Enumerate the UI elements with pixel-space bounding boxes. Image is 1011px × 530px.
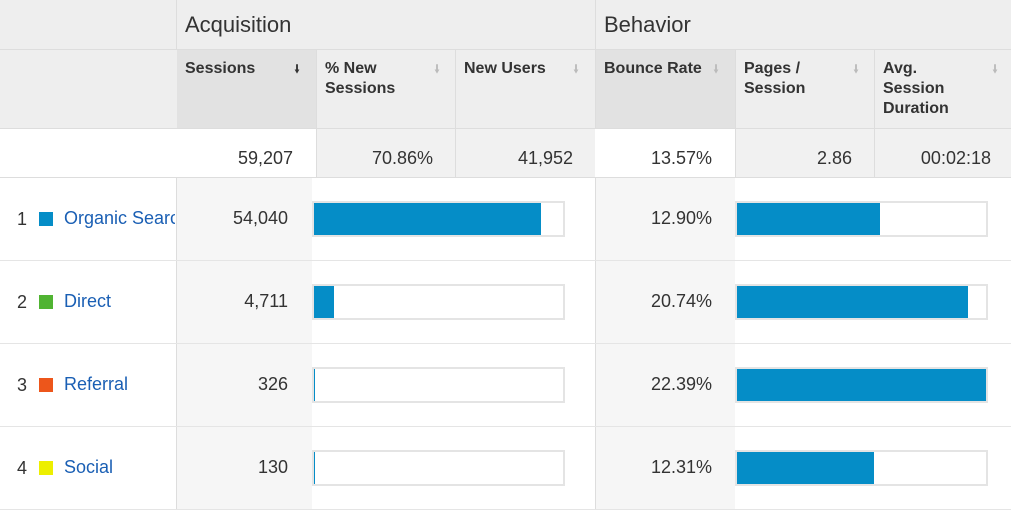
bounce-rate-cell	[596, 344, 735, 426]
sessions-bar	[312, 367, 565, 403]
bounce-rate-cell	[596, 261, 735, 343]
divider	[735, 129, 736, 177]
divider	[455, 129, 456, 177]
divider	[176, 261, 177, 343]
sessions-bar	[312, 284, 565, 320]
column-label-bounce-rate: Bounce Rate	[604, 60, 702, 77]
table-row	[0, 261, 1011, 344]
total-bounce-rate: 13.57%	[650, 148, 712, 168]
group-header-row	[0, 0, 1011, 50]
column-header-row	[0, 50, 1011, 128]
bounce-rate-value: 12.31%	[650, 457, 712, 477]
column-label-pct-new-sessions: % New Sessions	[325, 60, 396, 97]
arrow-down-icon[interactable]: 🠛	[294, 62, 301, 76]
sessions-bar-fill	[314, 203, 542, 235]
group-title-behavior: Behavior	[604, 12, 691, 37]
bounce-rate-bar	[735, 284, 988, 320]
row-index: 3	[17, 375, 28, 395]
bounce-rate-bar	[735, 367, 988, 403]
sessions-cell	[177, 344, 312, 426]
column-label-sessions: Sessions	[185, 60, 256, 77]
bounce-rate-bar-fill	[737, 286, 968, 318]
totals-cell-bg	[736, 129, 1011, 177]
sessions-bar-fill	[314, 286, 334, 318]
column-label-avg-session-duration: Avg. Session Duration	[883, 60, 949, 117]
divider	[595, 178, 596, 260]
column-header-pct-new-sessions[interactable]: % New Sessions 🠛	[317, 50, 455, 128]
channel-link[interactable]: Referral	[64, 374, 129, 394]
sessions-bar	[312, 450, 565, 486]
bounce-rate-cell	[596, 178, 735, 260]
bounce-rate-value: 12.90%	[650, 208, 712, 228]
sessions-cell	[177, 427, 312, 509]
divider	[735, 50, 736, 128]
divider	[176, 344, 177, 426]
total-avg-session-duration: 00:02:18	[920, 148, 991, 168]
bounce-rate-bar-fill	[737, 369, 986, 401]
arrow-down-icon[interactable]: 🠛	[713, 62, 720, 76]
row-index: 2	[17, 292, 28, 312]
total-pages-session: 2.86	[816, 148, 852, 168]
column-header-sessions[interactable]: Sessions 🠛	[177, 50, 316, 128]
row-index: 1	[17, 209, 28, 229]
divider	[316, 50, 317, 128]
row-index: 4	[17, 458, 28, 478]
bounce-rate-bar-fill	[737, 203, 881, 235]
arrow-down-icon[interactable]: 🠛	[992, 62, 999, 76]
table-row	[0, 178, 1011, 261]
divider	[176, 427, 177, 509]
channel-link[interactable]: Organic Search	[64, 208, 175, 228]
totals-cell-bg	[317, 129, 595, 177]
sessions-value: 4,711	[244, 291, 288, 311]
sessions-value: 130	[257, 457, 288, 477]
sessions-cell	[177, 178, 312, 260]
divider	[595, 261, 596, 343]
channel-link[interactable]: Social	[64, 457, 114, 477]
channel-link[interactable]: Direct	[64, 291, 112, 311]
bounce-rate-value: 20.74%	[650, 291, 712, 311]
column-header-avg-session-duration[interactable]: Avg. Session Duration 🠛	[875, 50, 1011, 128]
table-row	[0, 427, 1011, 510]
divider	[176, 178, 177, 260]
totals-cell-bg	[177, 129, 316, 177]
group-title-acquisition: Acquisition	[185, 12, 292, 37]
column-label-pages-session: Pages / Session	[744, 60, 806, 97]
divider	[595, 427, 596, 509]
sessions-bar-fill	[314, 452, 315, 484]
sessions-bar-fill	[314, 369, 316, 401]
divider	[874, 50, 875, 128]
legend-swatch	[39, 295, 53, 309]
bounce-rate-bar	[735, 450, 988, 486]
bounce-rate-bar-fill	[737, 452, 874, 484]
sessions-value: 326	[257, 374, 288, 394]
arrow-down-icon[interactable]: 🠛	[573, 62, 580, 76]
sessions-value: 54,040	[232, 208, 288, 228]
total-new-users: 41,952	[517, 148, 573, 168]
column-header-bounce-rate[interactable]: Bounce Rate 🠛	[596, 50, 735, 128]
divider	[316, 129, 317, 177]
bounce-rate-value: 22.39%	[650, 374, 712, 394]
total-pct-new-sessions: 70.86%	[371, 148, 433, 168]
divider	[595, 0, 596, 50]
column-header-new-users[interactable]: New Users 🠛	[456, 50, 595, 128]
legend-swatch	[39, 461, 53, 475]
divider	[874, 129, 875, 177]
sessions-cell	[177, 261, 312, 343]
divider	[455, 50, 456, 128]
divider	[595, 344, 596, 426]
arrow-down-icon[interactable]: 🠛	[434, 62, 441, 76]
divider	[176, 0, 177, 50]
bounce-rate-cell	[596, 427, 735, 509]
divider	[595, 50, 596, 128]
column-label-new-users: New Users	[464, 60, 546, 77]
table-row	[0, 344, 1011, 427]
arrow-down-icon[interactable]: 🠛	[853, 62, 860, 76]
total-sessions: 59,207	[237, 148, 293, 168]
legend-swatch	[39, 212, 53, 226]
bounce-rate-bar	[735, 201, 988, 237]
totals-cell-bg	[596, 129, 735, 177]
column-header-pages-session[interactable]: Pages / Session 🠛	[736, 50, 874, 128]
sessions-bar	[312, 201, 565, 237]
legend-swatch	[39, 378, 53, 392]
